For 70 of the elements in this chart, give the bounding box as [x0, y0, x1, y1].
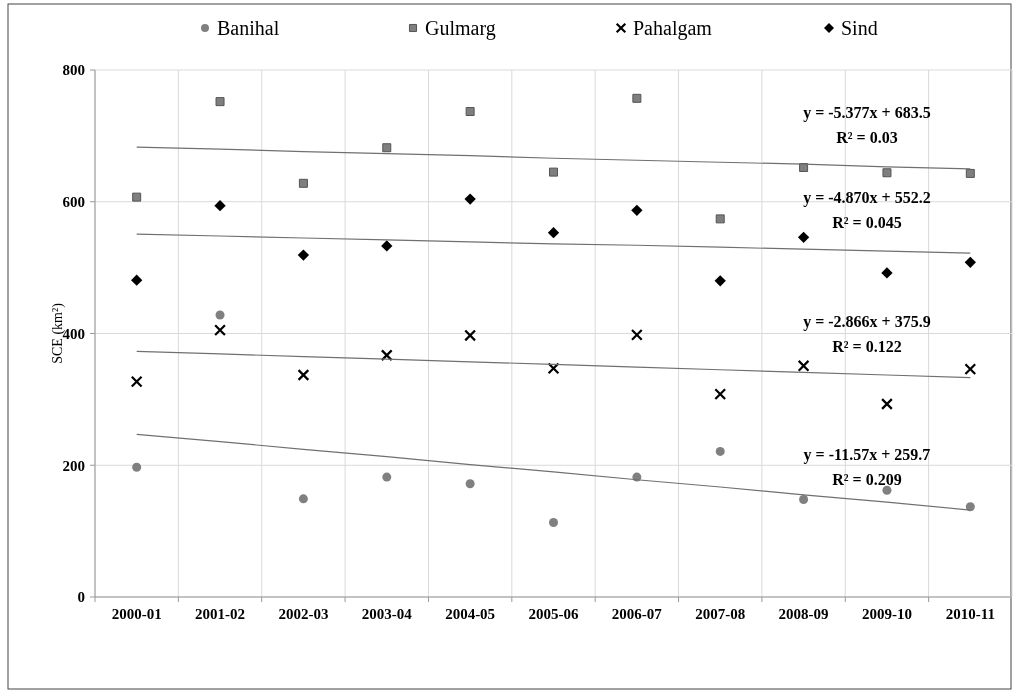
point [882, 485, 892, 495]
point [799, 495, 809, 505]
x-tick-label: 2006-07 [611, 606, 663, 622]
legend-label: Pahalgam [633, 17, 713, 40]
point [549, 167, 558, 177]
line-series [136, 350, 971, 379]
x-tick-label: 2001-02 [195, 606, 246, 622]
point [214, 324, 227, 337]
x-tick-label: 2002-03 [278, 606, 329, 622]
point [298, 178, 308, 188]
point [797, 231, 810, 243]
point [547, 362, 560, 375]
point [965, 168, 975, 178]
x-tick-label: 2004-05 [445, 606, 496, 622]
point [382, 143, 392, 153]
point [381, 240, 393, 252]
point [964, 256, 976, 269]
y-tick-label: 0 [77, 589, 85, 606]
point [132, 462, 142, 472]
point [715, 446, 725, 456]
point [548, 518, 559, 528]
line-series [136, 233, 971, 254]
point [632, 93, 642, 103]
point [715, 214, 725, 224]
point [797, 359, 810, 372]
annotation: R² = 0.209 [832, 470, 902, 488]
point [882, 168, 892, 178]
point [464, 193, 476, 205]
point [881, 267, 893, 279]
annotation: R² = 0.03 [836, 129, 898, 147]
legend-label: Gulmarg [425, 17, 496, 40]
point [130, 375, 143, 388]
legend-label: Sind [841, 17, 878, 39]
point [131, 274, 143, 286]
point [215, 310, 225, 320]
point [465, 107, 475, 116]
point [714, 275, 726, 287]
x-tick-label: 2009-10 [861, 606, 912, 622]
y-tick-label: 200 [62, 457, 85, 474]
point [297, 249, 310, 261]
x-tick-label: 2003-04 [361, 606, 413, 622]
x-tick-label: 2005-06 [528, 606, 579, 622]
annotation: y = -4.870x + 552.2 [803, 188, 931, 207]
y-tick-label: 600 [62, 194, 85, 210]
y-tick-label: 800 [62, 62, 85, 79]
point [380, 349, 393, 362]
x-tick-label: 2007-08 [695, 606, 746, 622]
annotation: R² = 0.045 [832, 213, 902, 231]
annotation: y = -2.866x + 375.9 [803, 313, 931, 332]
annotation: y = -5.377x + 683.5 [803, 104, 931, 123]
point [464, 329, 477, 342]
point [215, 97, 225, 107]
annotation: y = -11.57x + 259.7 [803, 445, 931, 464]
point [465, 479, 475, 489]
point [382, 472, 392, 482]
point [630, 328, 643, 341]
point [547, 227, 560, 239]
x-tick-label: 2010-11 [945, 606, 995, 622]
x-tick-label: 2008-09 [778, 606, 829, 622]
point [964, 363, 977, 376]
legend-label: Banihal [217, 17, 280, 39]
x-tick-label: 2000-01 [111, 606, 162, 622]
point [297, 369, 310, 381]
point [714, 388, 727, 401]
point [880, 398, 893, 410]
point [631, 204, 643, 216]
point [132, 192, 142, 202]
annotation: R² = 0.122 [832, 338, 902, 356]
point [214, 200, 226, 212]
point [298, 494, 308, 504]
